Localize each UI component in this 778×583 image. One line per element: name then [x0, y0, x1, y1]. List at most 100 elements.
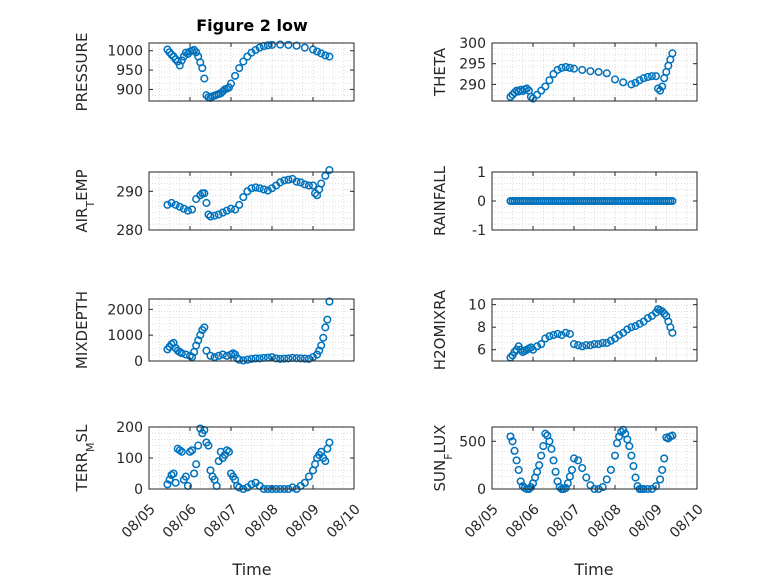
data-point [175, 61, 184, 70]
data-point [660, 309, 669, 318]
data-point [292, 41, 301, 50]
chart-title: Figure 2 low [196, 16, 308, 35]
data-point [537, 340, 546, 349]
data-point [255, 43, 264, 52]
data-point [541, 82, 550, 91]
data-point [551, 467, 560, 476]
data-point [561, 328, 570, 337]
data-point [569, 454, 579, 463]
data-point [586, 341, 595, 350]
data-point [218, 350, 227, 359]
y-tick-label: 900 [116, 82, 143, 98]
data-point [602, 475, 611, 484]
data-point [651, 72, 661, 81]
data-point [602, 338, 611, 348]
data-point [259, 185, 268, 194]
data-point [512, 456, 521, 465]
y-tick-label: 295 [459, 57, 486, 73]
data-point [565, 63, 574, 72]
data-point [545, 332, 554, 341]
axes-box [491, 426, 698, 490]
data-point [535, 461, 544, 470]
data-point [533, 90, 542, 99]
y-tick-label: 950 [116, 63, 143, 79]
x-tick-label: 08/09 [626, 501, 666, 541]
data-point [319, 333, 328, 342]
data-point [567, 465, 577, 474]
data-point [190, 45, 199, 55]
pressure-panel: 900 950 1000 PRESSURE [73, 33, 355, 111]
data-point [325, 166, 334, 175]
data-point [263, 41, 272, 50]
data-point [231, 350, 240, 359]
data-point [300, 478, 309, 487]
y-tick-label: 290 [116, 184, 143, 200]
x-axis-label-left: Time [231, 560, 271, 579]
data-point [171, 200, 180, 209]
data-point [214, 210, 223, 219]
y-tick-label: 300 [459, 36, 486, 52]
data-point [654, 84, 663, 93]
data-point [251, 183, 260, 192]
data-point [226, 204, 236, 213]
y-axis-label-main: SUN [431, 460, 449, 492]
y-axis-label: THETA [431, 47, 449, 97]
axes-box [491, 298, 698, 362]
data-point [590, 340, 599, 349]
data-point [578, 65, 587, 74]
data-point [537, 451, 546, 460]
data-point [656, 86, 665, 95]
data-point [196, 191, 205, 200]
theta-panel: 290 295 300 THETA [431, 36, 698, 103]
y-tick-label: 280 [116, 223, 143, 239]
data-point [541, 334, 550, 343]
data-point [325, 52, 334, 61]
data-point [224, 83, 233, 92]
x-tick-label: 08/08 [242, 501, 282, 541]
x-axis-label-right: Time [573, 560, 613, 579]
y-tick-label: 0 [477, 194, 486, 210]
data-point [251, 354, 260, 363]
air-temp-panel: 280 290 AIRTEMP [73, 166, 355, 239]
rainfall-panel: -1 0 1 RAINFALL [431, 165, 698, 239]
data-point [276, 178, 285, 187]
terr-msl-panel: 0 100 200 08/05 08/06 08/07 08/08 08/09 08/10 TER… [73, 420, 364, 541]
data-point [313, 350, 322, 359]
data-point [247, 354, 256, 363]
data-point [553, 329, 562, 338]
data-point [565, 329, 574, 338]
mixdepth-panel: 0 1000 2000 MIXDEPTH [73, 291, 355, 370]
data-point [606, 465, 615, 474]
y-tick-label: 0 [134, 354, 143, 370]
data-point [635, 76, 644, 85]
data-point [194, 441, 203, 450]
data-point [308, 181, 318, 190]
data-point [522, 84, 531, 93]
data-point [206, 212, 215, 221]
data-point [627, 80, 636, 89]
data-point [325, 438, 334, 447]
data-point [222, 206, 231, 215]
y-axis-label-main: MIXDEPTH [73, 291, 91, 369]
data-point [658, 465, 667, 474]
data-point [321, 171, 330, 180]
data-point [668, 49, 677, 58]
data-point [300, 354, 309, 363]
data-point [610, 451, 620, 460]
data-point [177, 56, 186, 65]
data-point [639, 74, 648, 83]
y-axis-label-main: RAINFALL [431, 165, 449, 236]
data-point [582, 341, 591, 350]
data-point [198, 64, 207, 73]
axes-box [491, 42, 698, 102]
data-point [167, 50, 176, 59]
x-tick-label: 08/07 [544, 501, 584, 541]
data-point [594, 340, 603, 349]
data-point [553, 65, 562, 74]
data-point [192, 48, 201, 57]
x-tick-label: 08/08 [585, 501, 625, 541]
h2omixra-panel: 6 8 10 H2OMIXRA [431, 289, 698, 370]
data-point [629, 462, 638, 471]
data-point [643, 314, 652, 323]
y-axis-label-tail: EMP [73, 169, 91, 200]
